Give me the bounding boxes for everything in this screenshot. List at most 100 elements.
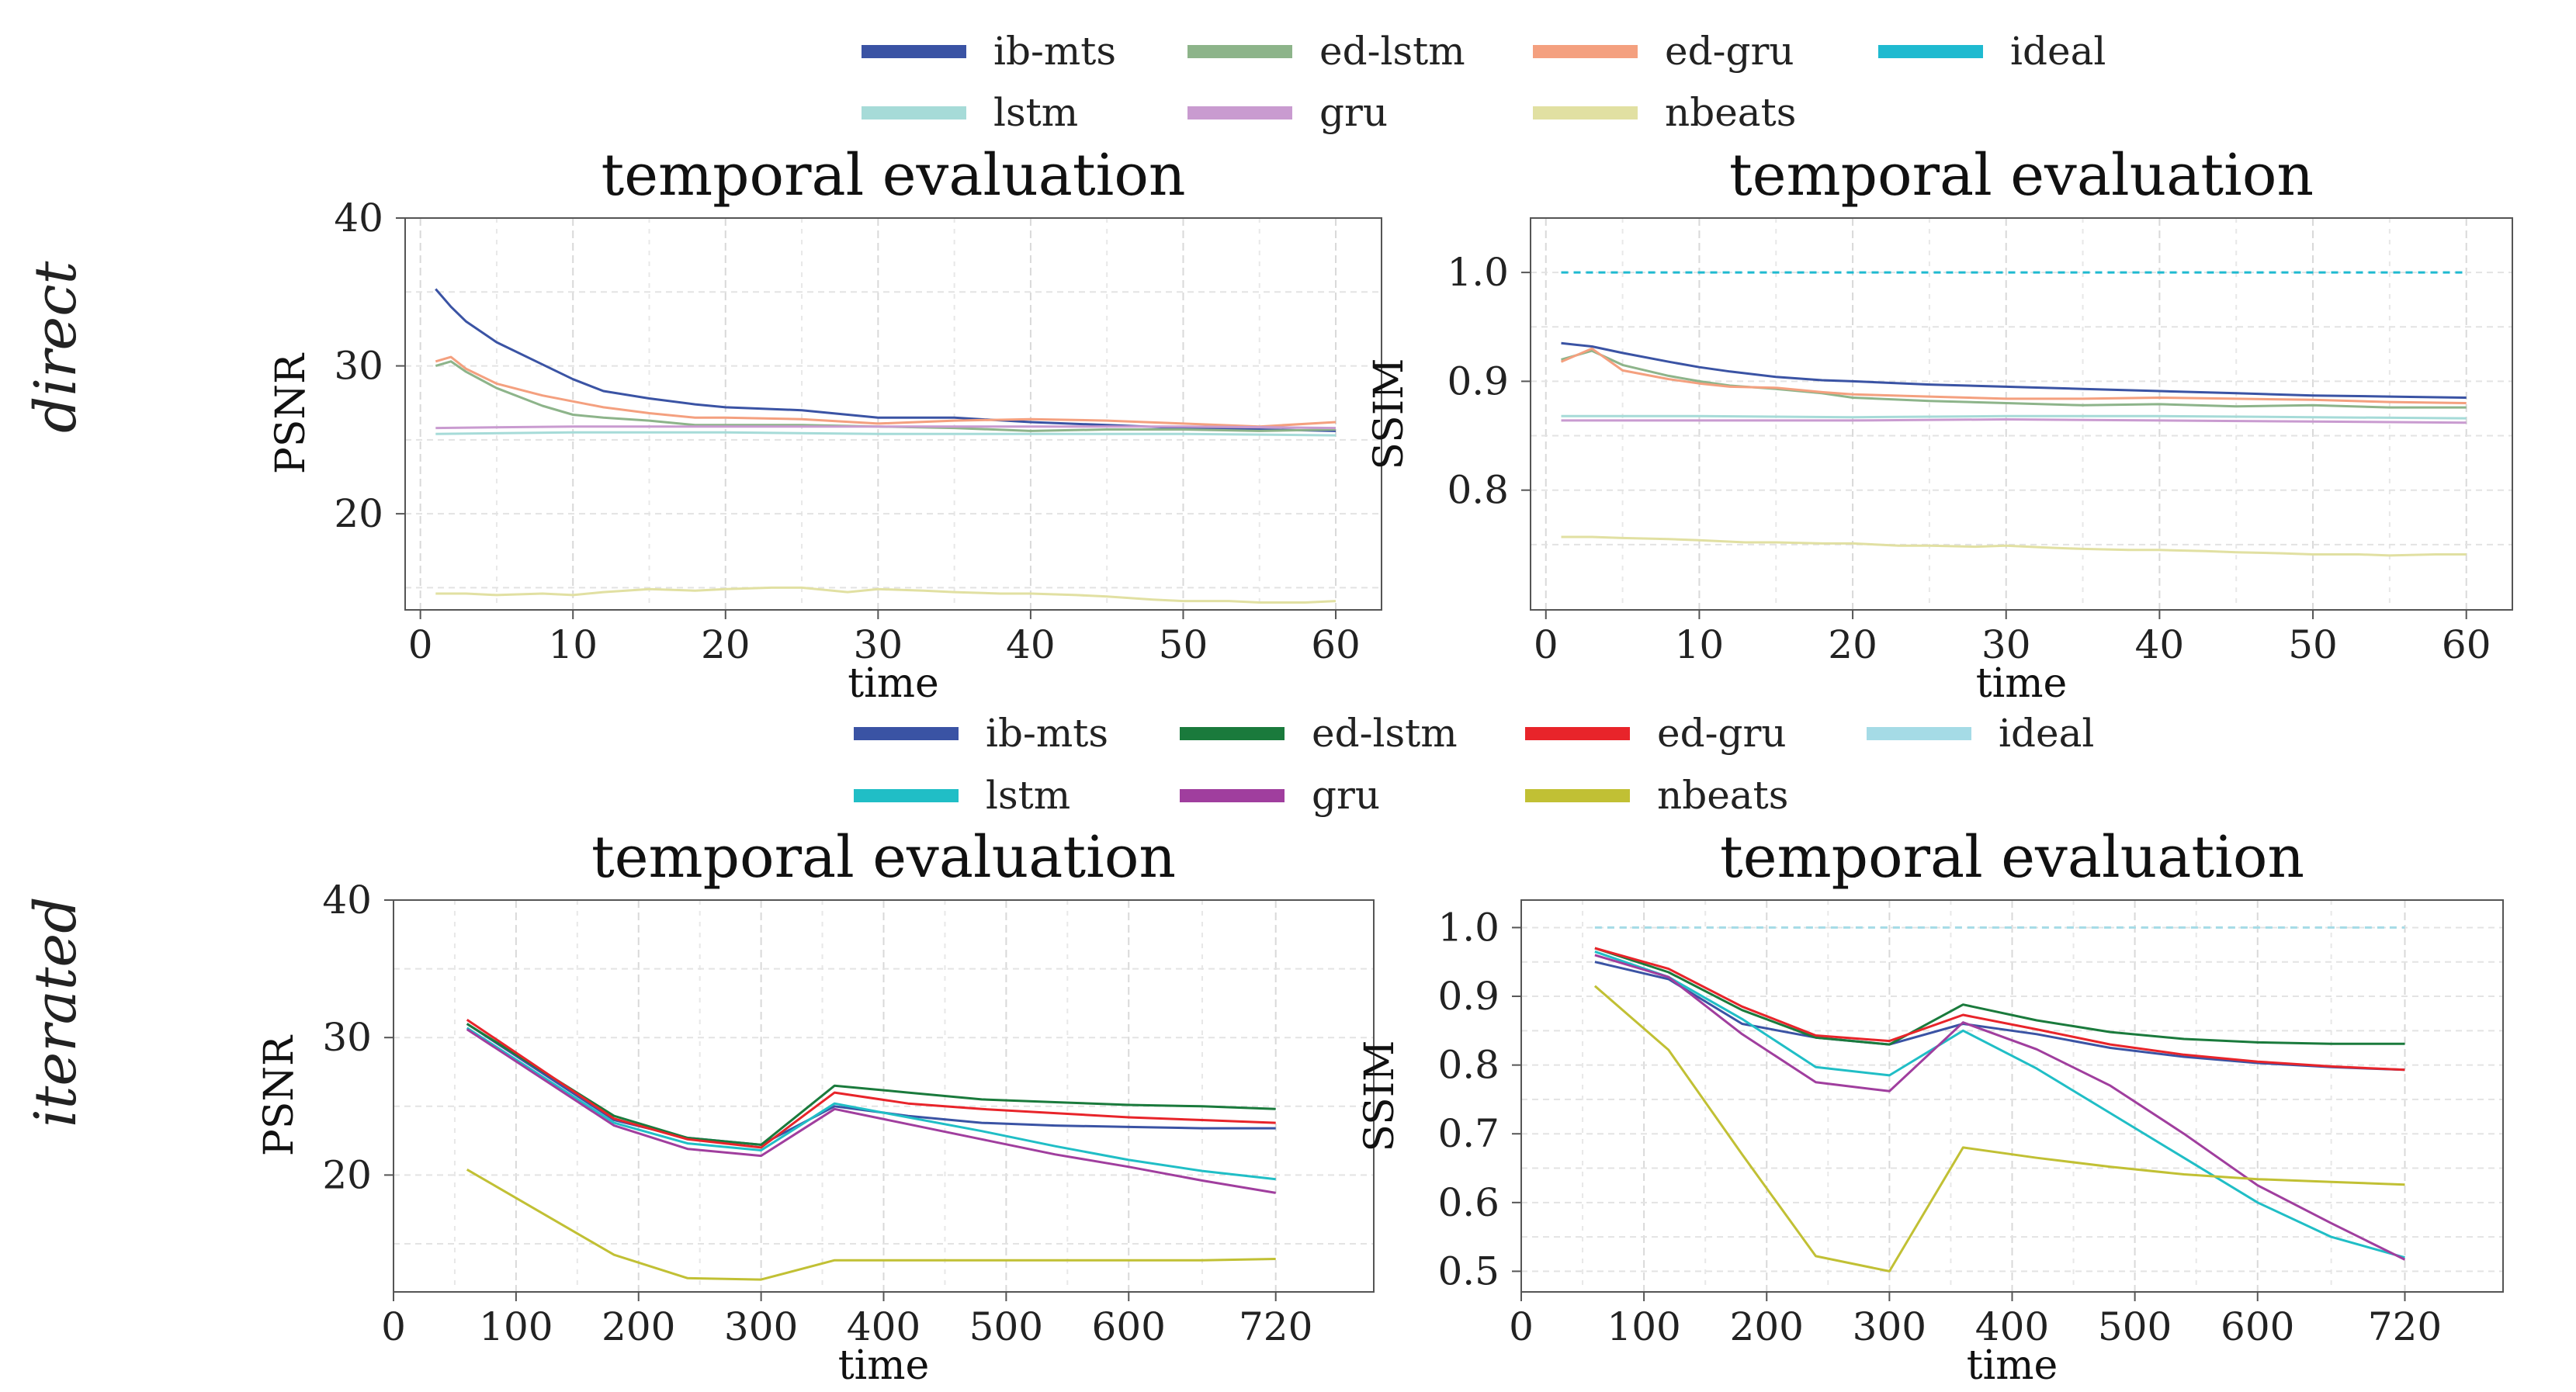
y-tick-label: 0.8: [1437, 1043, 1499, 1088]
series-line-lstm: [1594, 950, 2405, 1259]
legend-label-ideal: ideal: [2010, 29, 2106, 74]
series-line-nbeats: [466, 1169, 1276, 1281]
series-line-ed-lstm: [466, 1023, 1276, 1146]
x-tick-label: 40: [1006, 622, 1056, 667]
y-tick-label: 0.9: [1447, 358, 1509, 403]
x-tick-label: 600: [1092, 1304, 1166, 1349]
x-tick-label: 500: [2098, 1304, 2172, 1349]
grid: [1531, 218, 2512, 610]
y-tick-label: 20: [334, 491, 383, 536]
legend-label-ideal: ideal: [1999, 711, 2094, 756]
x-tick-label: 300: [724, 1304, 798, 1349]
series-line-lstm: [466, 1027, 1276, 1181]
grid: [405, 217, 1382, 610]
legend-1: ib-mts ed-lstm ed-gru ideal lstm gru nbeats: [854, 711, 2094, 818]
plot-frame: [393, 899, 1375, 1293]
legend-label-lstm: lstm: [986, 773, 1070, 818]
legend-label-lstm: lstm: [993, 90, 1078, 135]
series-line-ed-lstm: [1594, 947, 2405, 1046]
x-tick-label: 10: [548, 622, 598, 667]
y-axis-label: SSIM: [1357, 1040, 1403, 1151]
y-tick-label: 0.6: [1437, 1180, 1499, 1225]
y-tick-label: 0.9: [1437, 974, 1499, 1019]
plot-frame: [1530, 217, 2513, 611]
series-line-nbeats: [1593, 985, 2405, 1273]
row-label-direct: direct: [23, 261, 89, 433]
x-axis-label: time: [1976, 660, 2068, 707]
series-line-ed-gru: [466, 1018, 1276, 1149]
x-tick-label: 0: [1509, 1304, 1534, 1349]
x-tick-label: 720: [1239, 1304, 1312, 1349]
legend-swatch-gru: [1180, 789, 1285, 802]
y-tick-label: 30: [334, 344, 383, 389]
y-tick-label: 0.8: [1447, 468, 1509, 513]
series-line-gru: [466, 1028, 1276, 1194]
chart-panel-0: 0 10 20 30 40 50 60 20 30 40 temporal evaluation ti…: [268, 142, 1382, 707]
series-line-ib-mts: [435, 288, 1337, 432]
y-axis-label: PSNR: [268, 352, 314, 474]
x-tick-label: 400: [1975, 1304, 2049, 1349]
series-line-gru: [435, 425, 1337, 430]
legend-swatch-ib-mts: [862, 45, 966, 58]
x-axis-label: time: [1967, 1342, 2058, 1389]
series-line-ed-gru: [1594, 947, 2405, 1072]
y-axis-label: PSNR: [256, 1034, 303, 1156]
plot-frame: [404, 217, 1382, 611]
x-tick-label: 100: [479, 1304, 553, 1349]
legend-swatch-ideal: [1878, 45, 1983, 58]
legend-swatch-lstm: [854, 789, 959, 802]
x-tick-label: 30: [1981, 622, 2031, 667]
plot-frame: [1520, 899, 2504, 1293]
legend-label-ed-gru: ed-gru: [1665, 29, 1794, 74]
x-tick-label: 100: [1607, 1304, 1680, 1349]
x-tick-label: 60: [1311, 622, 1361, 667]
y-tick-label: 1.0: [1437, 905, 1499, 950]
series-line-ed-lstm: [435, 360, 1337, 432]
x-tick-label: 500: [969, 1304, 1043, 1349]
y-tick-label: 40: [334, 196, 383, 241]
legend-swatch-gru: [1187, 106, 1292, 119]
legend-0: ib-mts ed-lstm ed-gru ideal lstm gru nbeats: [862, 29, 2106, 135]
x-tick-label: 600: [2221, 1304, 2294, 1349]
x-tick-label: 720: [2368, 1304, 2442, 1349]
legend-label-ib-mts: ib-mts: [993, 29, 1116, 74]
row-label-iterated: iterated: [23, 896, 89, 1127]
x-tick-label: 0: [1534, 622, 1558, 667]
chart-title: temporal evaluation: [1729, 142, 2314, 209]
x-tick-label: 400: [847, 1304, 920, 1349]
x-tick-label: 0: [381, 1304, 406, 1349]
chart-title: temporal evaluation: [1720, 824, 2304, 891]
x-tick-label: 200: [602, 1304, 675, 1349]
legend-label-nbeats: nbeats: [1665, 90, 1796, 135]
legend-swatch-ib-mts: [854, 727, 959, 740]
chart-title: temporal evaluation: [591, 824, 1176, 891]
y-tick-label: 30: [322, 1015, 372, 1060]
y-tick-label: 0.7: [1437, 1111, 1499, 1156]
legend-label-nbeats: nbeats: [1657, 773, 1788, 818]
x-tick-label: 0: [408, 622, 433, 667]
chart-title: temporal evaluation: [601, 142, 1185, 209]
x-tick-label: 20: [701, 622, 751, 667]
x-tick-label: 50: [2288, 622, 2338, 667]
series-line-ed-lstm: [1561, 349, 2467, 409]
x-tick-label: 10: [1675, 622, 1725, 667]
legend-swatch-nbeats: [1525, 789, 1630, 802]
series-line-lstm: [435, 431, 1337, 437]
grid: [393, 899, 1374, 1292]
x-axis-label: time: [848, 660, 939, 707]
series-line-lstm: [1561, 414, 2467, 420]
x-tick-label: 20: [1828, 622, 1877, 667]
x-axis-label: time: [838, 1342, 930, 1389]
series-line-ed-gru: [1560, 347, 2467, 404]
series-line-ed-gru: [435, 355, 1337, 428]
legend-swatch-nbeats: [1533, 106, 1638, 119]
x-tick-label: 60: [2442, 622, 2491, 667]
legend-swatch-ed-gru: [1525, 727, 1630, 740]
x-tick-label: 40: [2135, 622, 2185, 667]
legend-label-ed-gru: ed-gru: [1657, 711, 1787, 756]
chart-panel-1: 0 10 20 30 40 50 60 0.8 0.9 1.0 temporal evaluatio…: [1366, 142, 2513, 707]
legend-label-ed-lstm: ed-lstm: [1312, 711, 1458, 756]
x-tick-label: 200: [1730, 1304, 1804, 1349]
y-tick-label: 20: [322, 1152, 372, 1197]
